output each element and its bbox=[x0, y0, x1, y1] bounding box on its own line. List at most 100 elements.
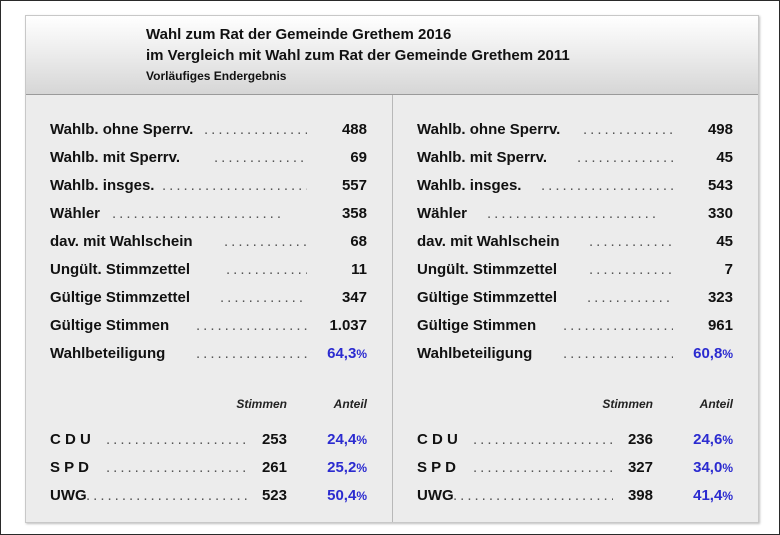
dot-leader: ........................ bbox=[204, 121, 307, 138]
percent-sign: % bbox=[356, 461, 367, 475]
stat-label: Wahlb. mit Sperrv. bbox=[50, 149, 181, 166]
party-name: UWG bbox=[50, 487, 87, 504]
stat-row: Wahlb. mit Sperrv.......................… bbox=[26, 147, 392, 169]
stat-label: Wahlb. ohne Sperrv. bbox=[417, 121, 561, 138]
dot-leader: ........................ bbox=[214, 149, 307, 166]
party-votes: 261 bbox=[261, 459, 287, 476]
percent-sign: % bbox=[722, 433, 733, 447]
stat-row: Gültige Stimmzettel.....................… bbox=[26, 287, 392, 309]
dot-leader: ........................ bbox=[577, 149, 673, 166]
dot-leader: ........................ bbox=[587, 289, 673, 306]
share-value: 34,0 bbox=[693, 459, 723, 476]
results-2016-column: Wahlb. ohne Sperrv......................… bbox=[26, 95, 392, 522]
stat-label: dav. mit Wahlschein bbox=[50, 233, 193, 250]
stat-row: Wahlb. insges......................... 54… bbox=[393, 175, 758, 197]
stat-value: 68 bbox=[350, 233, 367, 250]
stat-row: Gültige Stimmzettel.....................… bbox=[393, 287, 758, 309]
stat-row: Wahlb. mit Sperrv.......................… bbox=[393, 147, 758, 169]
stat-value: 11 bbox=[351, 261, 367, 278]
party-name: C D U bbox=[50, 431, 91, 448]
turnout-value: 64,3 bbox=[327, 345, 357, 362]
column-header-stimmen: Stimmen bbox=[236, 397, 287, 411]
dot-leader: ........................ bbox=[589, 233, 673, 250]
percent-sign: % bbox=[356, 433, 367, 447]
stat-label: Wähler bbox=[417, 205, 468, 222]
stat-value: 330 bbox=[707, 205, 733, 222]
stat-value: 45 bbox=[716, 149, 733, 166]
stat-row: Wähler........................ 358 bbox=[26, 203, 392, 225]
party-share: 24,4% bbox=[327, 429, 367, 451]
results-2011-column: Wahlb. ohne Sperrv......................… bbox=[393, 95, 758, 522]
stat-value: 1.037 bbox=[329, 317, 367, 334]
dot-leader: .......................... bbox=[473, 459, 613, 476]
percent-sign: % bbox=[356, 347, 367, 361]
percent-sign: % bbox=[722, 347, 733, 361]
stat-value: 543 bbox=[707, 177, 733, 194]
share-value: 41,4 bbox=[693, 487, 723, 504]
party-row: UWG.......................... 523 50,4% bbox=[26, 485, 392, 507]
dot-leader: ........................ bbox=[487, 205, 660, 222]
column-header-anteil: Anteil bbox=[699, 397, 733, 411]
dot-leader: .......................... bbox=[106, 459, 247, 476]
stat-value: 7 bbox=[724, 261, 733, 278]
share-value: 24,4 bbox=[327, 431, 357, 448]
results-panel: Wahl zum Rat der Gemeinde Grethem 2016 i… bbox=[25, 15, 759, 523]
share-value: 25,2 bbox=[327, 459, 357, 476]
column-divider bbox=[392, 95, 393, 522]
stat-label: Ungült. Stimmzettel bbox=[50, 261, 191, 278]
page-title: Wahl zum Rat der Gemeinde Grethem 2016 bbox=[146, 26, 452, 43]
stat-value: 69 bbox=[350, 149, 367, 166]
dot-leader: ........................ bbox=[162, 177, 307, 194]
party-name: C D U bbox=[417, 431, 458, 448]
party-name: S P D bbox=[417, 459, 456, 476]
stat-label: Gültige Stimmzettel bbox=[417, 289, 558, 306]
stat-value: 498 bbox=[707, 121, 733, 138]
header-banner: Wahl zum Rat der Gemeinde Grethem 2016 i… bbox=[26, 16, 758, 95]
stat-value: 60,8% bbox=[693, 343, 733, 365]
stat-label: Wahlb. insges. bbox=[417, 177, 522, 194]
dot-leader: ........................ bbox=[220, 289, 307, 306]
party-row: C D U.......................... 236 24,6% bbox=[393, 429, 758, 451]
stat-value: 347 bbox=[341, 289, 367, 306]
dot-leader: ........................ bbox=[226, 261, 307, 278]
stat-row: Wahlb. ohne Sperrv......................… bbox=[26, 119, 392, 141]
share-value: 24,6 bbox=[693, 431, 723, 448]
party-row: S P D.......................... 327 34,0% bbox=[393, 457, 758, 479]
stat-label: Wahlb. insges. bbox=[50, 177, 155, 194]
percent-sign: % bbox=[722, 489, 733, 503]
stat-row: Gültige Stimmen........................ 9… bbox=[393, 315, 758, 337]
stat-value: 358 bbox=[341, 205, 367, 222]
stat-row: Gültige Stimmen........................ 1… bbox=[26, 315, 392, 337]
stat-row: Ungült. Stimmzettel.....................… bbox=[393, 259, 758, 281]
party-name: UWG bbox=[417, 487, 454, 504]
percent-sign: % bbox=[356, 489, 367, 503]
stat-row: Wahlbeteiligung........................ 6… bbox=[26, 343, 392, 365]
dot-leader: .......................... bbox=[106, 431, 247, 448]
stat-label: Ungült. Stimmzettel bbox=[417, 261, 558, 278]
party-votes: 327 bbox=[627, 459, 653, 476]
column-header-anteil: Anteil bbox=[333, 397, 367, 411]
dot-leader: ........................ bbox=[563, 345, 673, 362]
stat-label: Gültige Stimmzettel bbox=[50, 289, 191, 306]
column-header-stimmen: Stimmen bbox=[602, 397, 653, 411]
party-votes: 253 bbox=[261, 431, 287, 448]
dot-leader: .......................... bbox=[453, 487, 613, 504]
dot-leader: .......................... bbox=[473, 431, 613, 448]
stat-value: 557 bbox=[341, 177, 367, 194]
stat-label: Gültige Stimmen bbox=[417, 317, 537, 334]
party-votes: 523 bbox=[261, 487, 287, 504]
party-share: 41,4% bbox=[693, 485, 733, 507]
stat-label: Wähler bbox=[50, 205, 101, 222]
dot-leader: ........................ bbox=[541, 177, 673, 194]
stat-row: Ungült. Stimmzettel.....................… bbox=[26, 259, 392, 281]
stat-row: Wahlb. insges......................... 55… bbox=[26, 175, 392, 197]
stat-value: 961 bbox=[707, 317, 733, 334]
stat-label: Wahlbeteiligung bbox=[417, 345, 533, 362]
stat-label: Wahlb. mit Sperrv. bbox=[417, 149, 548, 166]
stat-row: Wahlbeteiligung........................ 6… bbox=[393, 343, 758, 365]
dot-leader: ........................ bbox=[112, 205, 285, 222]
stat-label: Wahlbeteiligung bbox=[50, 345, 166, 362]
stat-row: Wahlb. ohne Sperrv......................… bbox=[393, 119, 758, 141]
stat-label: Gültige Stimmen bbox=[50, 317, 170, 334]
